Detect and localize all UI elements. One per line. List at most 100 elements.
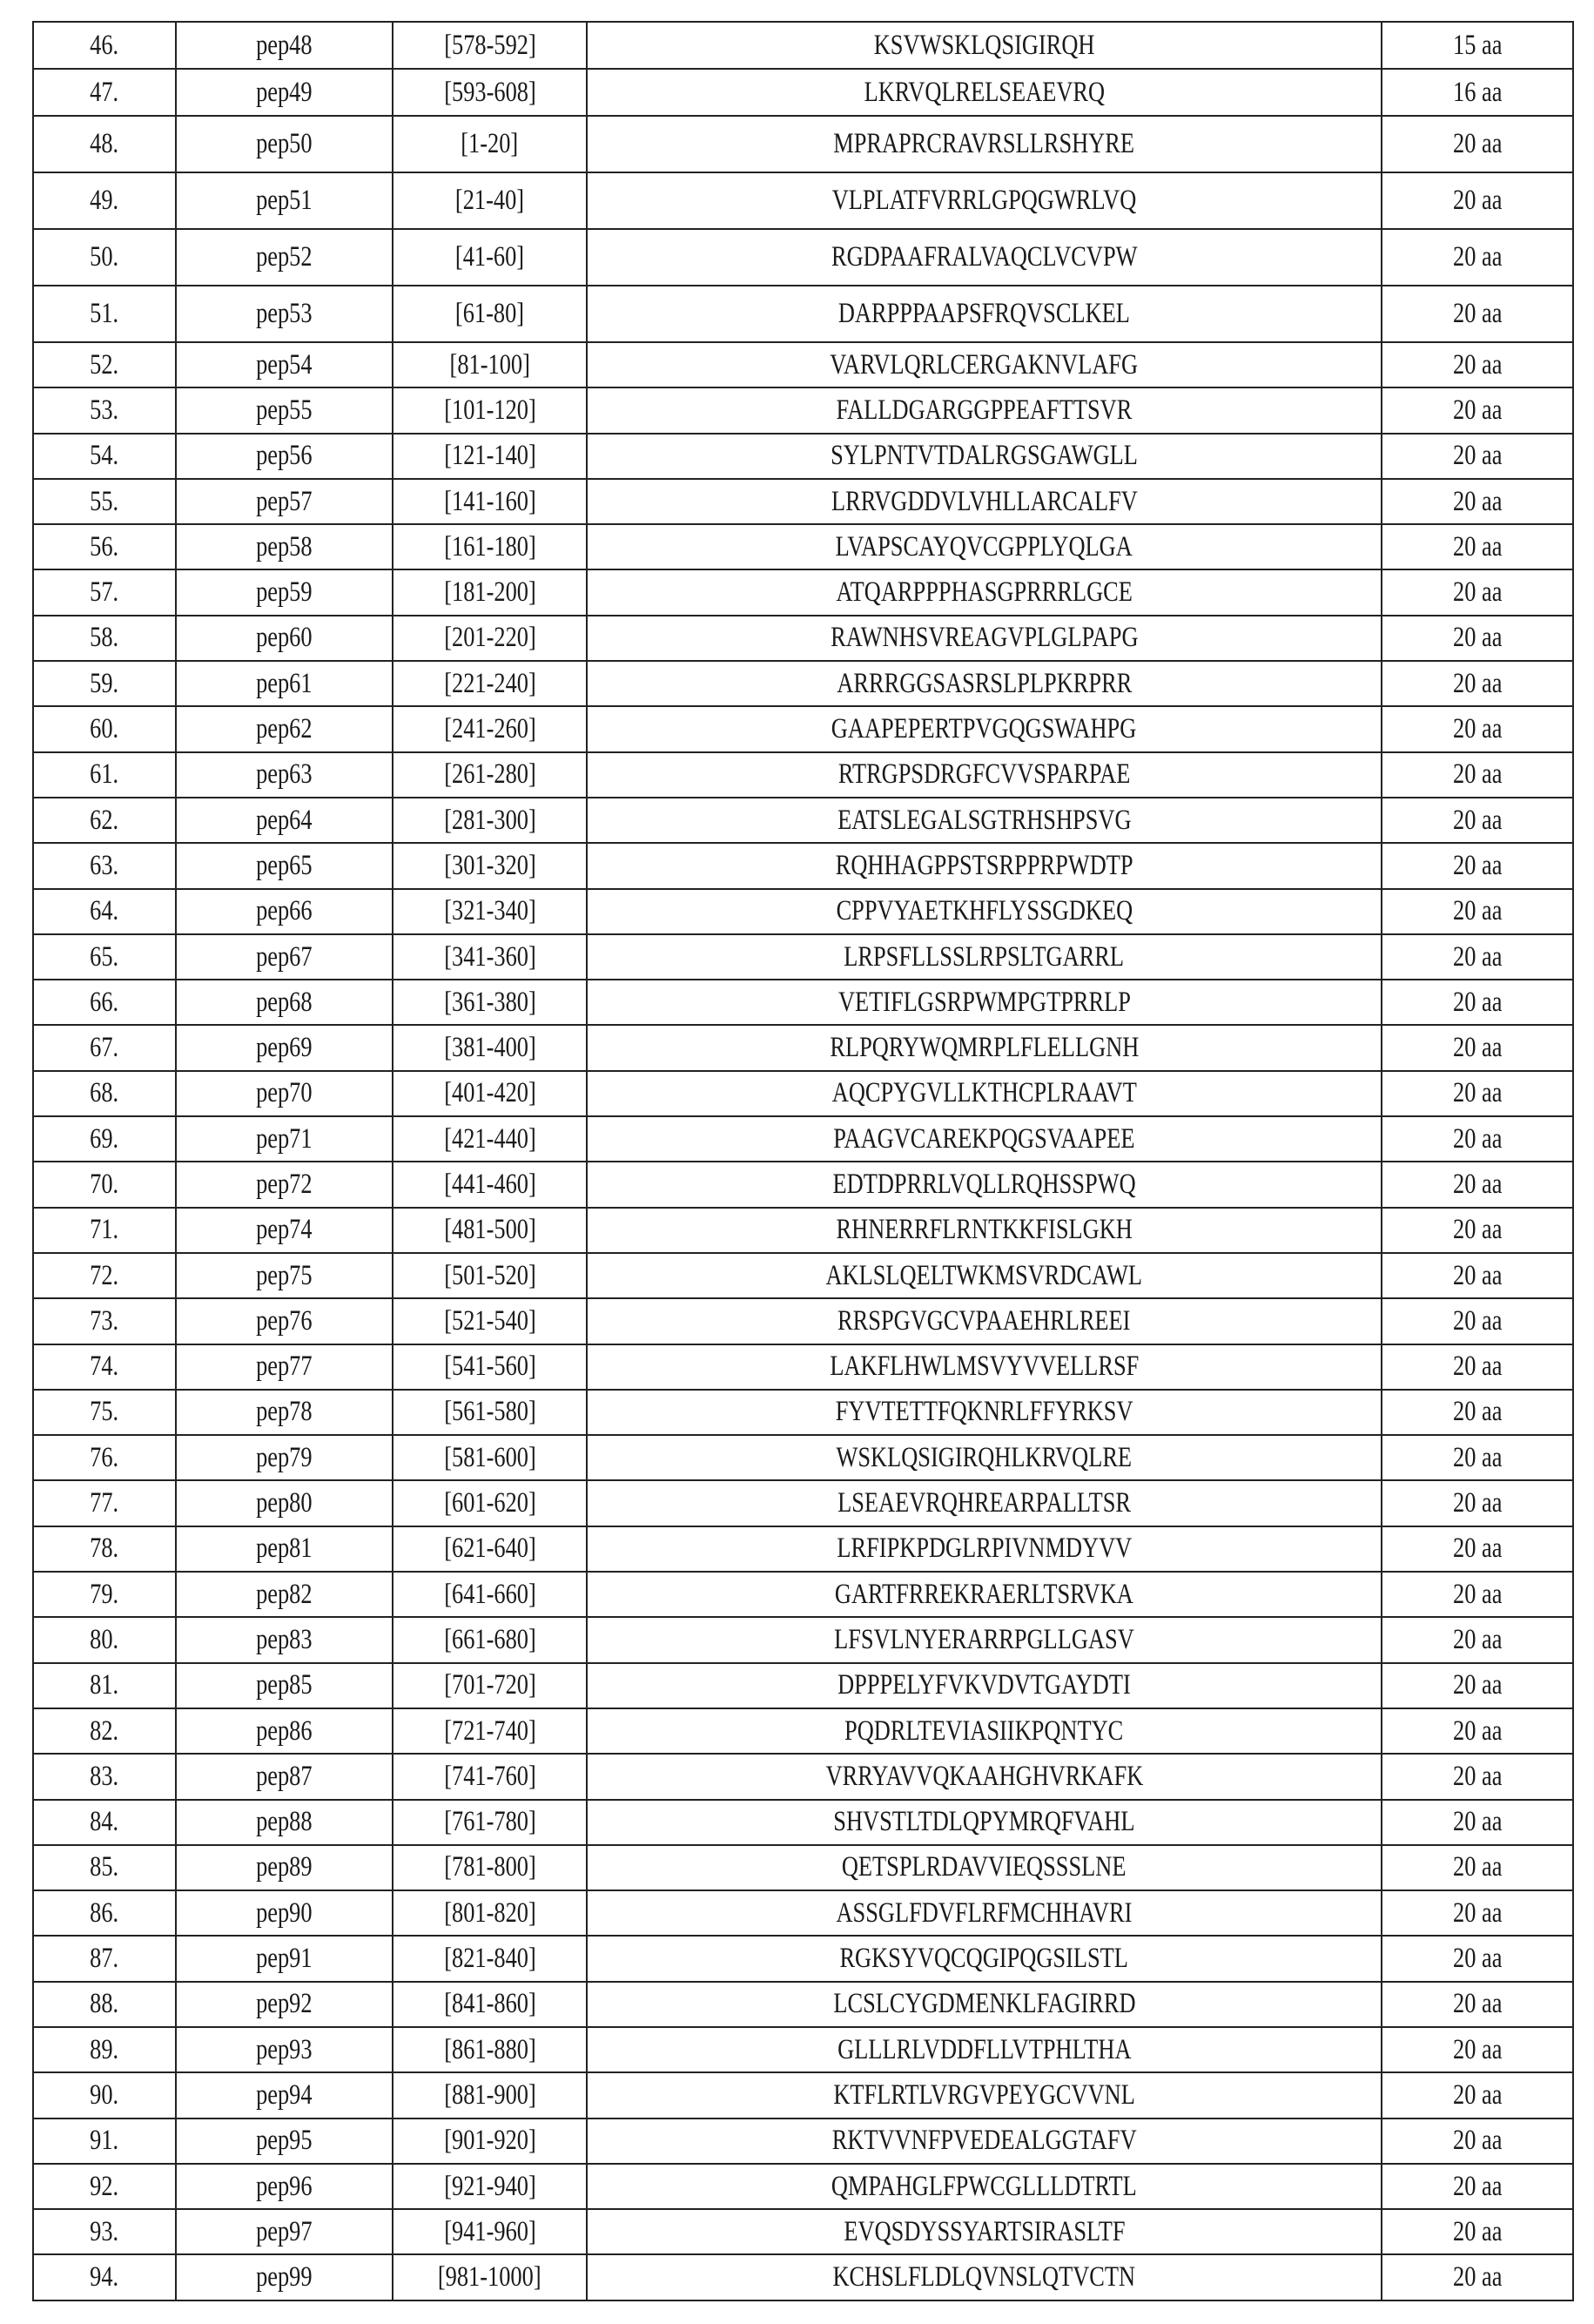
residue-range: [361-380] xyxy=(444,987,536,1019)
peptide-name: pep69 xyxy=(256,1032,313,1064)
peptide-name: pep49 xyxy=(256,77,313,109)
peptide-sequence: ASSGLFDVFLRFMCHHAVRI xyxy=(837,1897,1133,1930)
table-row: 69.pep71[421-440]PAAGVCAREKPQGSVAAPEE20 … xyxy=(33,1116,1573,1162)
residue-range-cell: [501-520] xyxy=(393,1253,587,1298)
residue-range-cell: [81-100] xyxy=(393,342,587,387)
peptide-sequence-cell: SYLPNTVTDALRGSGAWGLL xyxy=(587,434,1382,479)
peptide-sequence-cell: GARTFRREKRAERLTSRVKA xyxy=(587,1572,1382,1617)
peptide-length: 20 aa xyxy=(1453,1851,1502,1883)
peptide-name: pep63 xyxy=(256,758,313,791)
peptide-length-cell: 20 aa xyxy=(1382,479,1573,524)
peptide-length: 20 aa xyxy=(1453,531,1502,563)
peptide-name: pep66 xyxy=(256,895,313,927)
peptide-sequence: EATSLEGALSGTRHSHPSVG xyxy=(837,805,1131,837)
peptide-name-cell: pep83 xyxy=(176,1617,393,1662)
peptide-sequence-cell: RGDPAAFRALVAQCLVCVPW xyxy=(587,229,1382,286)
peptide-length-cell: 20 aa xyxy=(1382,286,1573,342)
peptide-name-cell: pep57 xyxy=(176,479,393,524)
peptide-name-cell: pep63 xyxy=(176,752,393,798)
peptide-name: pep68 xyxy=(256,987,313,1019)
table-row: 51.pep53[61-80]DARPPPAAPSFRQVSCLKEL20 aa xyxy=(33,286,1573,342)
residue-range: [241-260] xyxy=(444,713,536,745)
peptide-length-cell: 20 aa xyxy=(1382,342,1573,387)
peptide-length-cell: 20 aa xyxy=(1382,934,1573,980)
residue-range-cell: [361-380] xyxy=(393,980,587,1025)
peptide-length: 20 aa xyxy=(1453,1442,1502,1474)
peptide-length-cell: 20 aa xyxy=(1382,1890,1573,1936)
residue-range: [721-740] xyxy=(444,1715,536,1748)
row-number: 76. xyxy=(91,1442,119,1474)
row-number-cell: 60. xyxy=(33,706,176,751)
row-number: 65. xyxy=(91,941,119,973)
peptide-length: 20 aa xyxy=(1453,1806,1502,1838)
peptide-sequence-cell: EVQSDYSSYARTSIRASLTF xyxy=(587,2209,1382,2254)
table-row: 46.pep48[578-592]KSVWSKLQSIGIRQH15 aa xyxy=(33,22,1573,69)
residue-range-cell: [281-300] xyxy=(393,798,587,843)
row-number: 88. xyxy=(91,1988,119,2020)
residue-range-cell: [601-620] xyxy=(393,1480,587,1526)
peptide-sequence-cell: PAAGVCAREKPQGSVAAPEE xyxy=(587,1116,1382,1162)
peptide-length: 20 aa xyxy=(1453,1579,1502,1611)
peptide-sequence-cell: RAWNHSVREAGVPLGLPAPG xyxy=(587,616,1382,661)
peptide-name: pep82 xyxy=(256,1579,313,1611)
row-number: 67. xyxy=(91,1032,119,1064)
peptide-length: 20 aa xyxy=(1453,1260,1502,1292)
peptide-sequence: AKLSLQELTWKMSVRDCAWL xyxy=(826,1260,1143,1292)
peptide-name-cell: pep81 xyxy=(176,1526,393,1572)
row-number-cell: 70. xyxy=(33,1162,176,1207)
peptide-sequence: LAKFLHWLMSVYVVELLRSF xyxy=(830,1351,1139,1383)
peptide-sequence: RTRGPSDRGFCVVSPARPAE xyxy=(838,758,1130,791)
table-row: 91.pep95[901-920]RKTVVNFPVEDEALGGTAFV20 … xyxy=(33,2119,1573,2164)
residue-range-cell: [441-460] xyxy=(393,1162,587,1207)
peptide-name-cell: pep86 xyxy=(176,1708,393,1754)
table-row: 74.pep77[541-560]LAKFLHWLMSVYVVELLRSF20 … xyxy=(33,1344,1573,1390)
peptide-name: pep57 xyxy=(256,486,313,518)
peptide-sequence-cell: VLPLATFVRRLGPQGWRLVQ xyxy=(587,172,1382,229)
residue-range-cell: [621-640] xyxy=(393,1526,587,1572)
row-number-cell: 48. xyxy=(33,116,176,172)
table-row: 85.pep89[781-800]QETSPLRDAVVIEQSSSLNE20 … xyxy=(33,1845,1573,1890)
row-number: 72. xyxy=(91,1260,119,1292)
row-number: 59. xyxy=(91,668,119,700)
peptide-name-cell: pep74 xyxy=(176,1208,393,1253)
peptide-length: 20 aa xyxy=(1453,850,1502,882)
peptide-length-cell: 20 aa xyxy=(1382,1116,1573,1162)
residue-range: [381-400] xyxy=(444,1032,536,1064)
peptide-length-cell: 20 aa xyxy=(1382,387,1573,433)
peptide-name-cell: pep71 xyxy=(176,1116,393,1162)
peptide-name: pep91 xyxy=(256,1943,313,1975)
peptide-length-cell: 20 aa xyxy=(1382,1845,1573,1890)
residue-range-cell: [578-592] xyxy=(393,22,587,69)
peptide-length: 20 aa xyxy=(1453,1669,1502,1701)
peptide-name: pep59 xyxy=(256,576,313,609)
peptide-length: 20 aa xyxy=(1453,2216,1502,2248)
peptide-sequence-cell: WSKLQSIGIRQHLKRVQLRE xyxy=(587,1435,1382,1480)
peptide-sequence: RLPQRYWQMRPLFLELLGNH xyxy=(830,1032,1139,1064)
peptide-name: pep75 xyxy=(256,1260,313,1292)
table-row: 83.pep87[741-760]VRRYAVVQKAAHGHVRKAFK20 … xyxy=(33,1754,1573,1799)
residue-range: [578-592] xyxy=(444,30,536,62)
peptide-name-cell: pep91 xyxy=(176,1936,393,1981)
peptide-length-cell: 20 aa xyxy=(1382,524,1573,569)
peptide-name: pep64 xyxy=(256,805,313,837)
residue-range: [921-940] xyxy=(444,2171,536,2203)
peptide-name: pep51 xyxy=(256,185,313,217)
peptide-length: 15 aa xyxy=(1453,30,1502,62)
peptide-sequence: RAWNHSVREAGVPLGLPAPG xyxy=(831,622,1138,654)
peptide-name-cell: pep58 xyxy=(176,524,393,569)
row-number: 57. xyxy=(91,576,119,609)
peptide-name: pep53 xyxy=(256,298,313,330)
row-number: 63. xyxy=(91,850,119,882)
residue-range: [261-280] xyxy=(444,758,536,791)
residue-range: [593-608] xyxy=(444,77,536,109)
residue-range: [101-120] xyxy=(444,394,536,427)
peptide-length-cell: 20 aa xyxy=(1382,116,1573,172)
row-number-cell: 64. xyxy=(33,889,176,934)
peptide-name: pep56 xyxy=(256,440,313,472)
row-number-cell: 88. xyxy=(33,1982,176,2027)
table-row: 82.pep86[721-740]PQDRLTEVIASIIKPQNTYC20 … xyxy=(33,1708,1573,1754)
row-number: 49. xyxy=(91,185,119,217)
residue-range: [901-920] xyxy=(444,2125,536,2157)
row-number-cell: 84. xyxy=(33,1800,176,1845)
residue-range-cell: [741-760] xyxy=(393,1754,587,1799)
